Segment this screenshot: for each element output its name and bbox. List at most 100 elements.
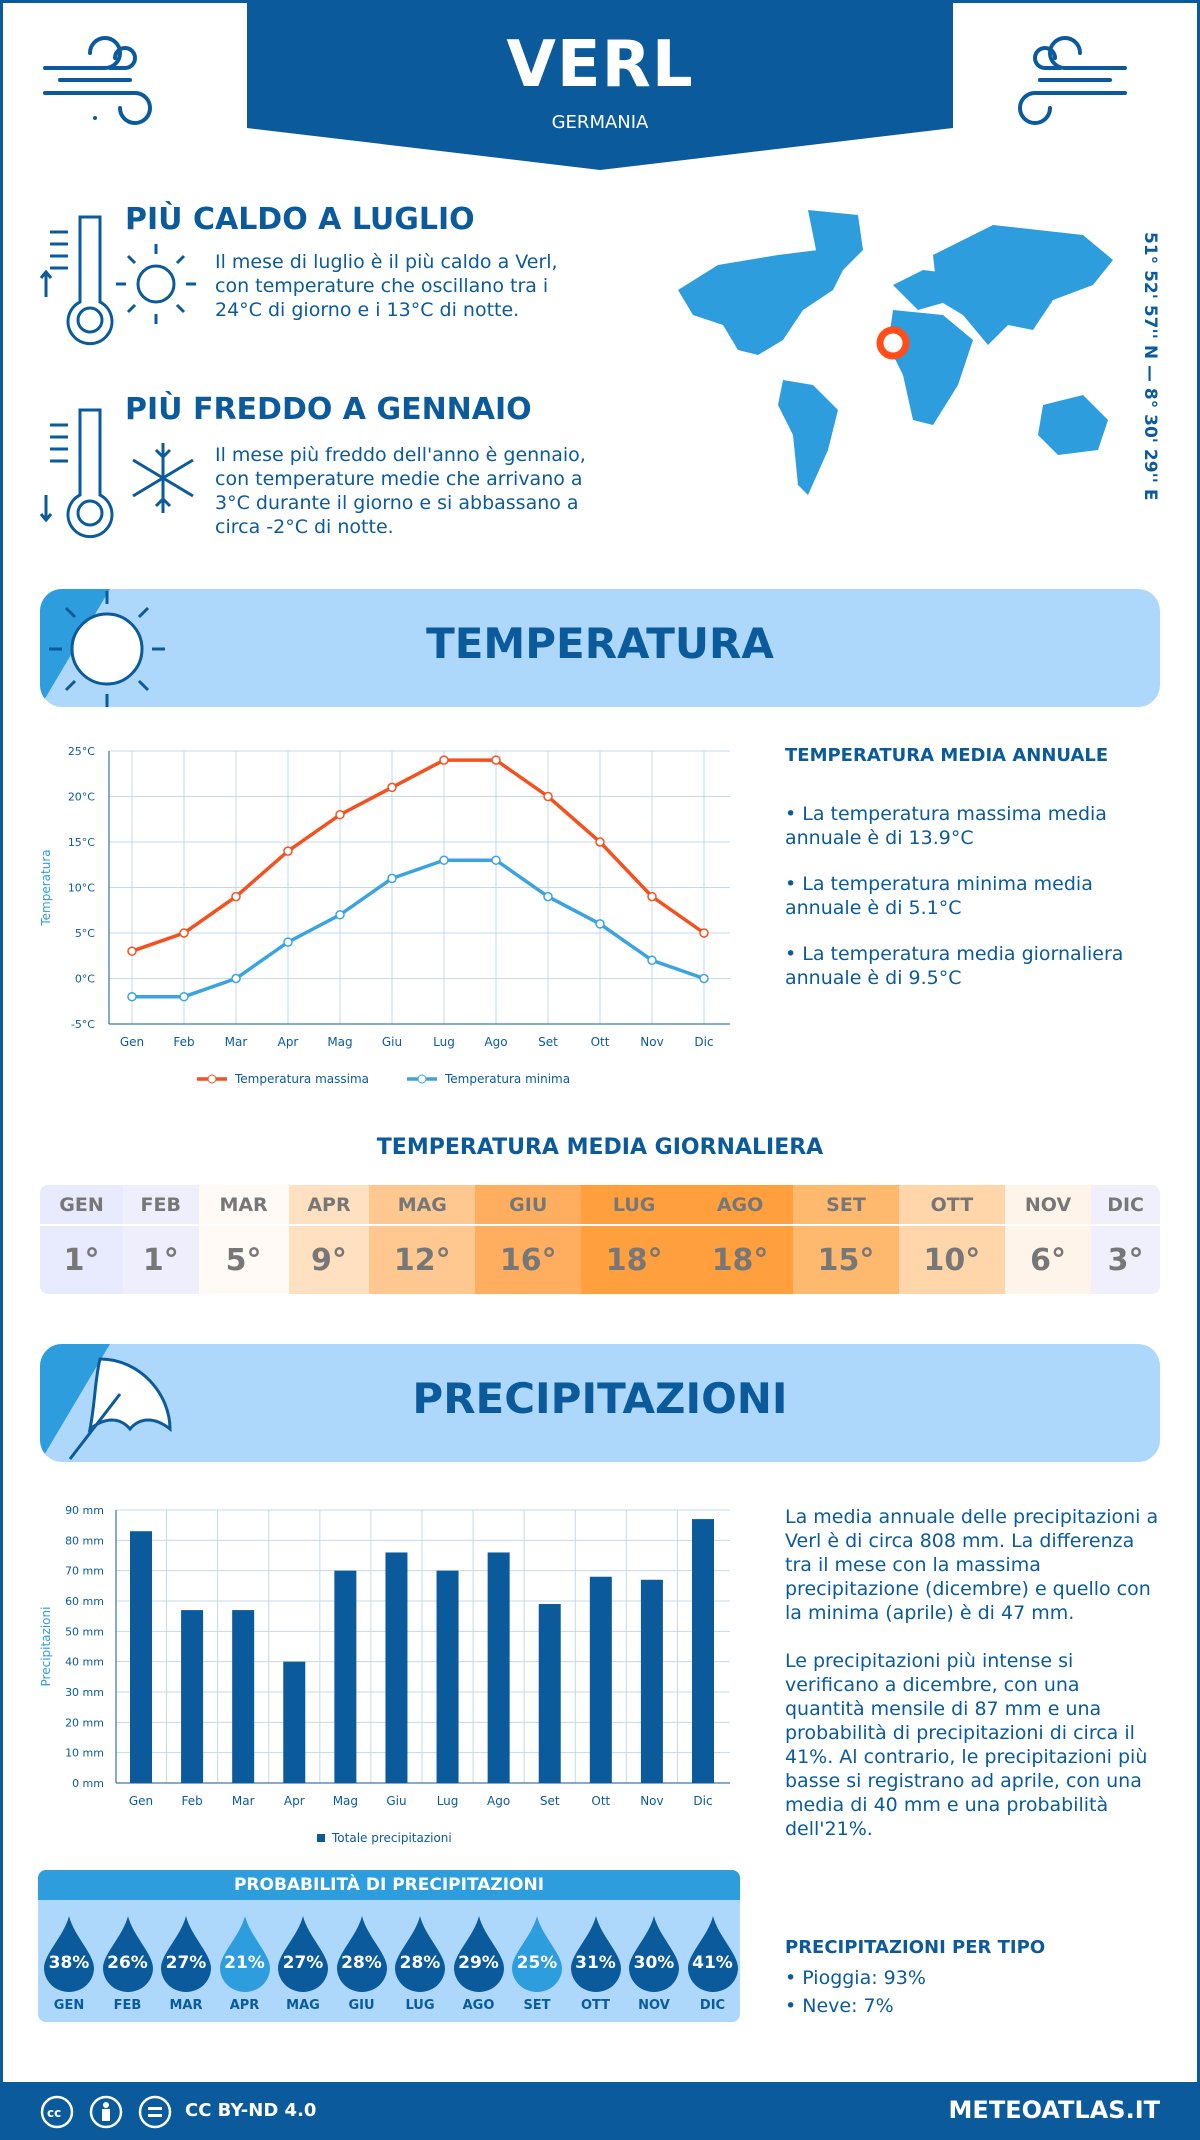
precipitation-title: PRECIPITAZIONI bbox=[412, 1374, 788, 1423]
precipitation-chart: 0 mm 10 mm 20 mm 30 mm 40 mm 50 mm 60 mm 70 mm 8… bbox=[39, 1504, 730, 1845]
x-tick-label: Apr bbox=[284, 1794, 305, 1808]
y-axis-label: Temperatura bbox=[39, 849, 53, 926]
thermometer-sun-icon bbox=[39, 215, 196, 346]
bar bbox=[538, 1604, 561, 1783]
x-tick-label: Dic bbox=[693, 1794, 712, 1808]
y-tick-label: 90 mm bbox=[65, 1504, 104, 1517]
bar bbox=[692, 1519, 714, 1783]
x-tick-label: Mar bbox=[232, 1794, 255, 1808]
data-point bbox=[595, 837, 605, 847]
data-point bbox=[491, 855, 501, 865]
wind-icon bbox=[43, 36, 152, 125]
legend-marker bbox=[417, 1074, 427, 1084]
annual-max: • La temperatura massima media annuale è… bbox=[785, 803, 1107, 849]
bar bbox=[130, 1531, 152, 1783]
temperature-title: TEMPERATURA bbox=[426, 619, 774, 668]
raindrop-icon bbox=[629, 1916, 679, 1992]
legend-label: Totale precipitazioni bbox=[331, 1831, 452, 1845]
temperature-banner: TEMPERATURA bbox=[40, 589, 1160, 707]
month-temp: 6° bbox=[1004, 1225, 1092, 1294]
city-title: VERL bbox=[506, 28, 694, 102]
month-header: LUG bbox=[581, 1185, 688, 1226]
precip-type-rain: • Pioggia: 93% bbox=[785, 1967, 926, 1989]
month-temp: 1° bbox=[123, 1225, 199, 1294]
coldest-text: Il mese più freddo dell'anno è gennaio, … bbox=[215, 444, 586, 538]
month-header: OTT bbox=[898, 1185, 1005, 1226]
probability-month: FEB bbox=[113, 1998, 142, 2013]
coordinates-text: 51° 52' 57'' N — 8° 30' 29'' E bbox=[1140, 232, 1160, 501]
data-point bbox=[439, 855, 449, 865]
x-tick-label: Giu bbox=[382, 1035, 402, 1049]
raindrop-icon bbox=[336, 1916, 387, 1992]
data-point bbox=[543, 891, 553, 902]
probability-value: 30% bbox=[633, 1953, 675, 1973]
probability-month: LUG bbox=[405, 1998, 435, 2013]
temperature-chart: -5°C 0°C 5°C 10°C 15°C 20°C 25°C Gen Feb Mar Apr Ma… bbox=[39, 745, 730, 1086]
y-tick-label: 0 mm bbox=[72, 1777, 104, 1790]
header-band bbox=[247, 0, 953, 170]
month-temp: 15° bbox=[793, 1225, 899, 1294]
precip-summary: La media annuale delle precipitazioni a … bbox=[785, 1506, 1159, 1624]
month-header: APR bbox=[288, 1185, 370, 1226]
y-tick-label: 80 mm bbox=[65, 1534, 104, 1547]
location-marker-icon bbox=[876, 326, 910, 360]
probability-drop: 25% SET bbox=[512, 1916, 562, 2013]
probability-month: MAG bbox=[286, 1998, 320, 2013]
month-header: MAG bbox=[369, 1185, 476, 1226]
annual-temp-title: TEMPERATURA MEDIA ANNUALE bbox=[785, 745, 1109, 766]
data-point bbox=[595, 919, 605, 929]
x-tick-label: Nov bbox=[640, 1035, 663, 1049]
coordinates: 51° 52' 57'' N — 8° 30' 29'' E bbox=[1135, 232, 1165, 501]
x-tick-label: Ott bbox=[591, 1794, 610, 1808]
x-tick-label: Gen bbox=[120, 1035, 144, 1049]
data-point bbox=[647, 955, 657, 966]
probability-value: 28% bbox=[399, 1953, 441, 1973]
coldest-title: PIÙ FREDDO A GENNAIO bbox=[125, 392, 532, 427]
raindrop-icon bbox=[278, 1916, 328, 1992]
raindrop-icon bbox=[44, 1916, 94, 1992]
bar bbox=[181, 1610, 204, 1783]
site-link[interactable]: METEOATLAS.IT bbox=[948, 2096, 1160, 2124]
raindrop-icon bbox=[570, 1916, 621, 1992]
bar bbox=[334, 1570, 357, 1783]
footer: cc CC BY-ND 4.0 METEOATLAS.IT bbox=[0, 2082, 1200, 2140]
y-tick-label: 10 mm bbox=[65, 1747, 104, 1760]
y-tick-label: 20°C bbox=[68, 791, 95, 804]
month-temp: 5° bbox=[198, 1225, 289, 1294]
month-temp: 18° bbox=[687, 1225, 794, 1294]
umbrella-rain-icon bbox=[68, 1357, 172, 1460]
month-temp: 16° bbox=[475, 1225, 582, 1294]
x-tick-label: Giu bbox=[386, 1794, 406, 1808]
probability-value: 28% bbox=[341, 1953, 382, 1973]
x-tick-label: Ago bbox=[487, 1794, 510, 1808]
data-point bbox=[387, 782, 397, 793]
precip-type-title: PRECIPITAZIONI PER TIPO bbox=[785, 1937, 1046, 1958]
license-icons: cc bbox=[40, 2095, 172, 2129]
raindrop-icon bbox=[219, 1916, 270, 1992]
month-temp: 3° bbox=[1091, 1225, 1160, 1294]
country-label: GERMANIA bbox=[551, 112, 649, 133]
data-point bbox=[647, 891, 657, 902]
raindrop-icon bbox=[102, 1916, 153, 1992]
y-axis-label: Precipitazioni bbox=[39, 1607, 53, 1687]
month-header: NOV bbox=[1004, 1185, 1092, 1226]
probability-month: GIU bbox=[348, 1998, 375, 2013]
annual-mean: • La temperatura media giornaliera annua… bbox=[785, 943, 1124, 989]
data-point bbox=[699, 973, 709, 984]
thermometer-snowflake-icon bbox=[39, 408, 194, 539]
probability-drop: 41% DIC bbox=[687, 1916, 738, 2013]
license-label[interactable]: CC BY-ND 4.0 bbox=[185, 2100, 317, 2121]
data-point bbox=[491, 755, 501, 765]
x-tick-label: Apr bbox=[278, 1035, 299, 1049]
series-line bbox=[131, 758, 706, 953]
precipitation-probability: PROBABILITÀ DI PRECIPITAZIONI 38% GEN 26% F… bbox=[38, 1870, 740, 2022]
warmest-title: PIÙ CALDO A LUGLIO bbox=[125, 202, 475, 237]
x-tick-label: Feb bbox=[181, 1794, 202, 1808]
y-tick-label: 10°C bbox=[68, 882, 95, 895]
month-header: SET bbox=[793, 1185, 899, 1226]
y-tick-label: -5°C bbox=[71, 1018, 95, 1031]
month-header: MAR bbox=[198, 1185, 289, 1226]
data-point bbox=[179, 928, 189, 938]
x-tick-label: Feb bbox=[173, 1035, 194, 1049]
daily-temperature-table: GEN FEB MAR APR MAG GIU LUG AGO SET OTT NOV DIC 1° 1°… bbox=[40, 1185, 1160, 1294]
